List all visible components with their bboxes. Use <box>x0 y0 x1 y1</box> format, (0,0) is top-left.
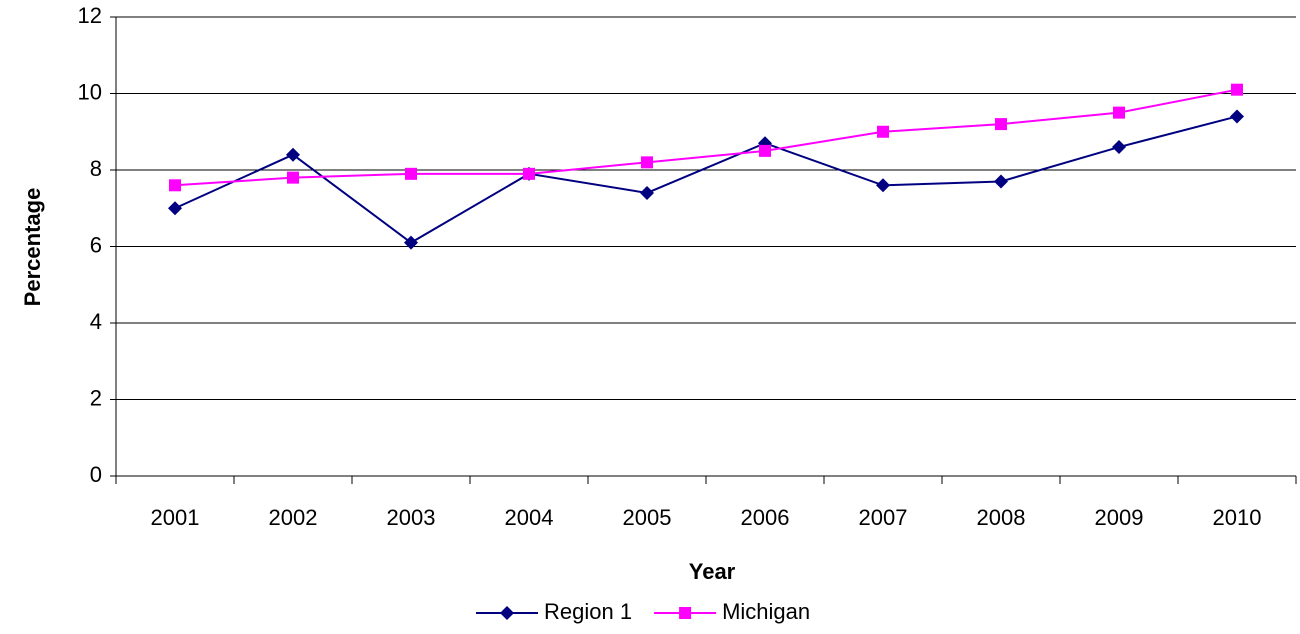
y-tick-label: 10 <box>78 79 102 104</box>
x-axis-title: Year <box>689 559 736 584</box>
y-tick-label: 4 <box>90 309 102 334</box>
legend-label: Michigan <box>722 599 810 624</box>
data-point <box>168 201 182 216</box>
data-point <box>286 147 300 162</box>
y-tick-label: 6 <box>90 232 102 257</box>
x-tick-label: 2005 <box>623 505 672 530</box>
series-line <box>174 115 1238 244</box>
x-tick-label: 2001 <box>151 505 200 530</box>
data-point <box>876 178 890 193</box>
data-point <box>641 156 653 169</box>
data-point <box>877 125 889 138</box>
data-point <box>1112 140 1126 155</box>
x-tick-label: 2007 <box>859 505 908 530</box>
data-point <box>405 167 417 180</box>
data-point <box>994 174 1008 189</box>
y-tick-label: 8 <box>90 156 102 181</box>
data-point <box>640 185 654 200</box>
legend-label: Region 1 <box>544 599 632 624</box>
x-tick-label: 2003 <box>387 505 436 530</box>
data-point <box>995 118 1007 131</box>
data-point <box>523 167 535 180</box>
y-tick-label: 2 <box>90 385 102 410</box>
data-point <box>1230 109 1244 124</box>
x-tick-label: 2010 <box>1213 505 1262 530</box>
data-point <box>287 171 299 184</box>
y-axis-title: Percentage <box>20 188 45 307</box>
data-point <box>1231 83 1243 96</box>
x-tick-label: 2009 <box>1095 505 1144 530</box>
legend-marker <box>679 607 692 619</box>
data-point <box>169 179 181 192</box>
legend-marker <box>500 606 514 620</box>
y-tick-label: 0 <box>90 462 102 487</box>
series-line <box>174 88 1238 187</box>
y-tick-label: 12 <box>78 3 102 28</box>
x-tick-label: 2006 <box>741 505 790 530</box>
x-tick-label: 2008 <box>977 505 1026 530</box>
data-point <box>1113 106 1125 119</box>
data-point <box>404 235 418 250</box>
data-point <box>759 144 771 157</box>
x-tick-label: 2004 <box>505 505 554 530</box>
x-tick-label: 2002 <box>269 505 318 530</box>
